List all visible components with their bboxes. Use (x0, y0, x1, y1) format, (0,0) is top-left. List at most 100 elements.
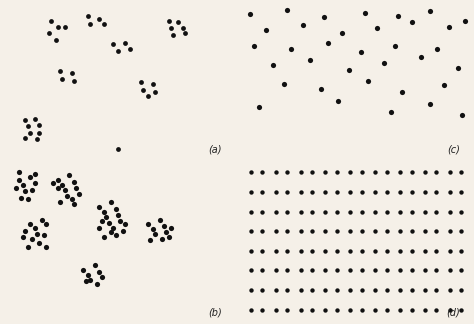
Point (15, 178, 22, 183)
Point (408, 189, 415, 194)
Point (421, 248, 428, 253)
Point (421, 287, 428, 293)
Point (28, 187, 36, 192)
Point (22, 228, 29, 233)
Point (380, 61, 388, 66)
Point (457, 189, 465, 194)
Point (433, 229, 440, 234)
Point (445, 24, 452, 29)
Text: (a): (a) (209, 145, 222, 155)
Point (446, 229, 454, 234)
Point (318, 86, 325, 91)
Point (36, 122, 43, 127)
Point (308, 268, 316, 273)
Point (52, 37, 59, 42)
Point (320, 15, 328, 20)
Point (408, 248, 415, 253)
Point (149, 226, 156, 232)
Point (383, 170, 391, 175)
Point (283, 7, 291, 12)
Point (346, 229, 354, 234)
Point (446, 268, 454, 273)
Point (255, 105, 263, 110)
Point (308, 229, 316, 234)
Point (24, 244, 32, 249)
Point (114, 146, 122, 151)
Point (109, 225, 117, 230)
Point (396, 307, 404, 312)
Point (446, 248, 454, 253)
Point (70, 78, 78, 83)
Point (102, 214, 110, 219)
Point (19, 235, 27, 240)
Point (47, 18, 55, 23)
Point (126, 46, 133, 52)
Point (247, 209, 255, 214)
Point (457, 209, 465, 214)
Point (408, 287, 415, 293)
Point (362, 10, 369, 15)
Point (93, 282, 101, 287)
Point (383, 248, 391, 253)
Point (408, 19, 415, 25)
Point (322, 229, 329, 234)
Point (394, 13, 401, 18)
Point (457, 170, 465, 175)
Point (358, 287, 365, 293)
Point (163, 230, 170, 235)
Point (59, 76, 66, 82)
Point (59, 182, 66, 188)
Point (308, 287, 316, 293)
Point (121, 40, 128, 45)
Point (31, 116, 38, 121)
Point (308, 170, 316, 175)
Point (283, 189, 291, 194)
Point (105, 220, 112, 226)
Point (333, 268, 341, 273)
Point (396, 170, 404, 175)
Point (86, 21, 94, 26)
Point (408, 209, 415, 214)
Point (358, 189, 365, 194)
Point (338, 31, 346, 36)
Point (421, 307, 428, 312)
Point (259, 189, 266, 194)
Point (387, 110, 394, 115)
Point (283, 170, 291, 175)
Point (283, 248, 291, 253)
Point (357, 50, 365, 55)
Point (433, 268, 440, 273)
Point (457, 307, 465, 312)
Point (297, 268, 304, 273)
Point (322, 170, 329, 175)
Point (408, 170, 415, 175)
Point (15, 170, 22, 175)
Point (358, 170, 365, 175)
Point (346, 209, 354, 214)
Point (112, 206, 119, 211)
Point (98, 219, 106, 224)
Text: (b): (b) (208, 308, 222, 318)
Point (43, 244, 50, 249)
Point (396, 189, 404, 194)
Point (433, 189, 440, 194)
Point (179, 26, 186, 31)
Point (38, 217, 46, 222)
Point (371, 268, 379, 273)
Point (100, 21, 108, 26)
Point (33, 136, 41, 142)
Point (109, 42, 117, 47)
Point (308, 307, 316, 312)
Point (156, 217, 164, 222)
Point (346, 287, 354, 293)
Point (259, 209, 266, 214)
Point (433, 46, 441, 52)
Point (170, 32, 177, 37)
Point (283, 287, 291, 293)
Point (433, 170, 440, 175)
Point (346, 170, 354, 175)
Point (346, 189, 354, 194)
Point (174, 19, 182, 25)
Point (181, 31, 189, 36)
Point (68, 197, 75, 202)
